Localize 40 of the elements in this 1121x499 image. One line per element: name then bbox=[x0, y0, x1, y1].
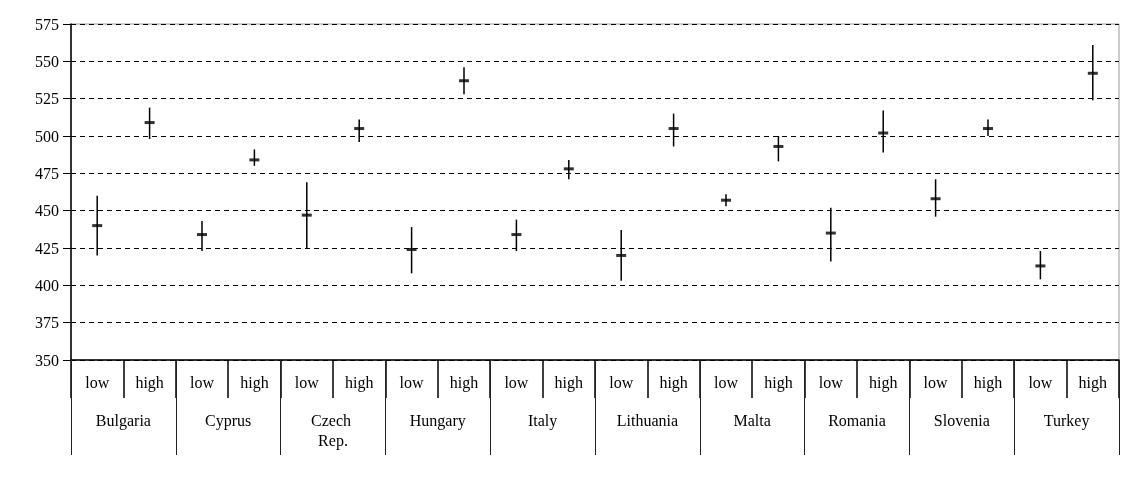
y-tick-label: 550 bbox=[35, 52, 59, 70]
x-tick-label: low bbox=[504, 373, 529, 391]
text: Slovenia bbox=[933, 411, 990, 429]
y-tick-label: 575 bbox=[35, 15, 59, 33]
x-tick-label: low bbox=[85, 373, 110, 391]
text: Turkey bbox=[1043, 411, 1090, 430]
y-tick-label: 500 bbox=[35, 127, 59, 145]
y-tick-label: 400 bbox=[35, 276, 59, 294]
x-tick-label: high bbox=[868, 373, 898, 392]
text: Cyprus bbox=[205, 411, 252, 430]
x-tick-label: high bbox=[973, 373, 1003, 392]
x-tick-label: low bbox=[818, 373, 844, 391]
x-tick-label: high bbox=[1078, 373, 1108, 392]
x-tick-label: low bbox=[190, 373, 215, 391]
x-tick-label: high bbox=[135, 373, 164, 392]
text: Italy bbox=[527, 411, 558, 430]
x-tick-label: high bbox=[554, 373, 584, 392]
y-tick-label: 525 bbox=[35, 90, 59, 108]
text: Lithuania bbox=[616, 411, 679, 429]
x-tick-label: low bbox=[609, 373, 634, 391]
x-tick-label: high bbox=[344, 373, 374, 392]
x-tick-label: low bbox=[714, 373, 739, 391]
x-tick-label: low bbox=[294, 373, 320, 391]
y-tick-label: 475 bbox=[35, 164, 59, 182]
x-tick-label: high bbox=[764, 373, 793, 392]
text: Bulgaria bbox=[95, 411, 151, 430]
y-tick-label: 425 bbox=[35, 239, 59, 257]
y-tick-label: 450 bbox=[35, 202, 59, 220]
x-tick-label: high bbox=[659, 373, 688, 392]
text: Czech Rep. bbox=[311, 411, 355, 450]
x-tick-label: high bbox=[240, 373, 269, 392]
y-tick-label: 375 bbox=[35, 314, 59, 332]
text: Malta bbox=[733, 411, 771, 429]
x-tick-label: high bbox=[449, 373, 479, 392]
x-tick-label: low bbox=[923, 373, 949, 391]
x-tick-label: low bbox=[399, 373, 425, 391]
text: Hungary bbox=[409, 411, 466, 430]
text: Romania bbox=[828, 411, 886, 429]
y-tick-label: 350 bbox=[35, 351, 59, 369]
x-tick-label: low bbox=[1028, 373, 1053, 391]
